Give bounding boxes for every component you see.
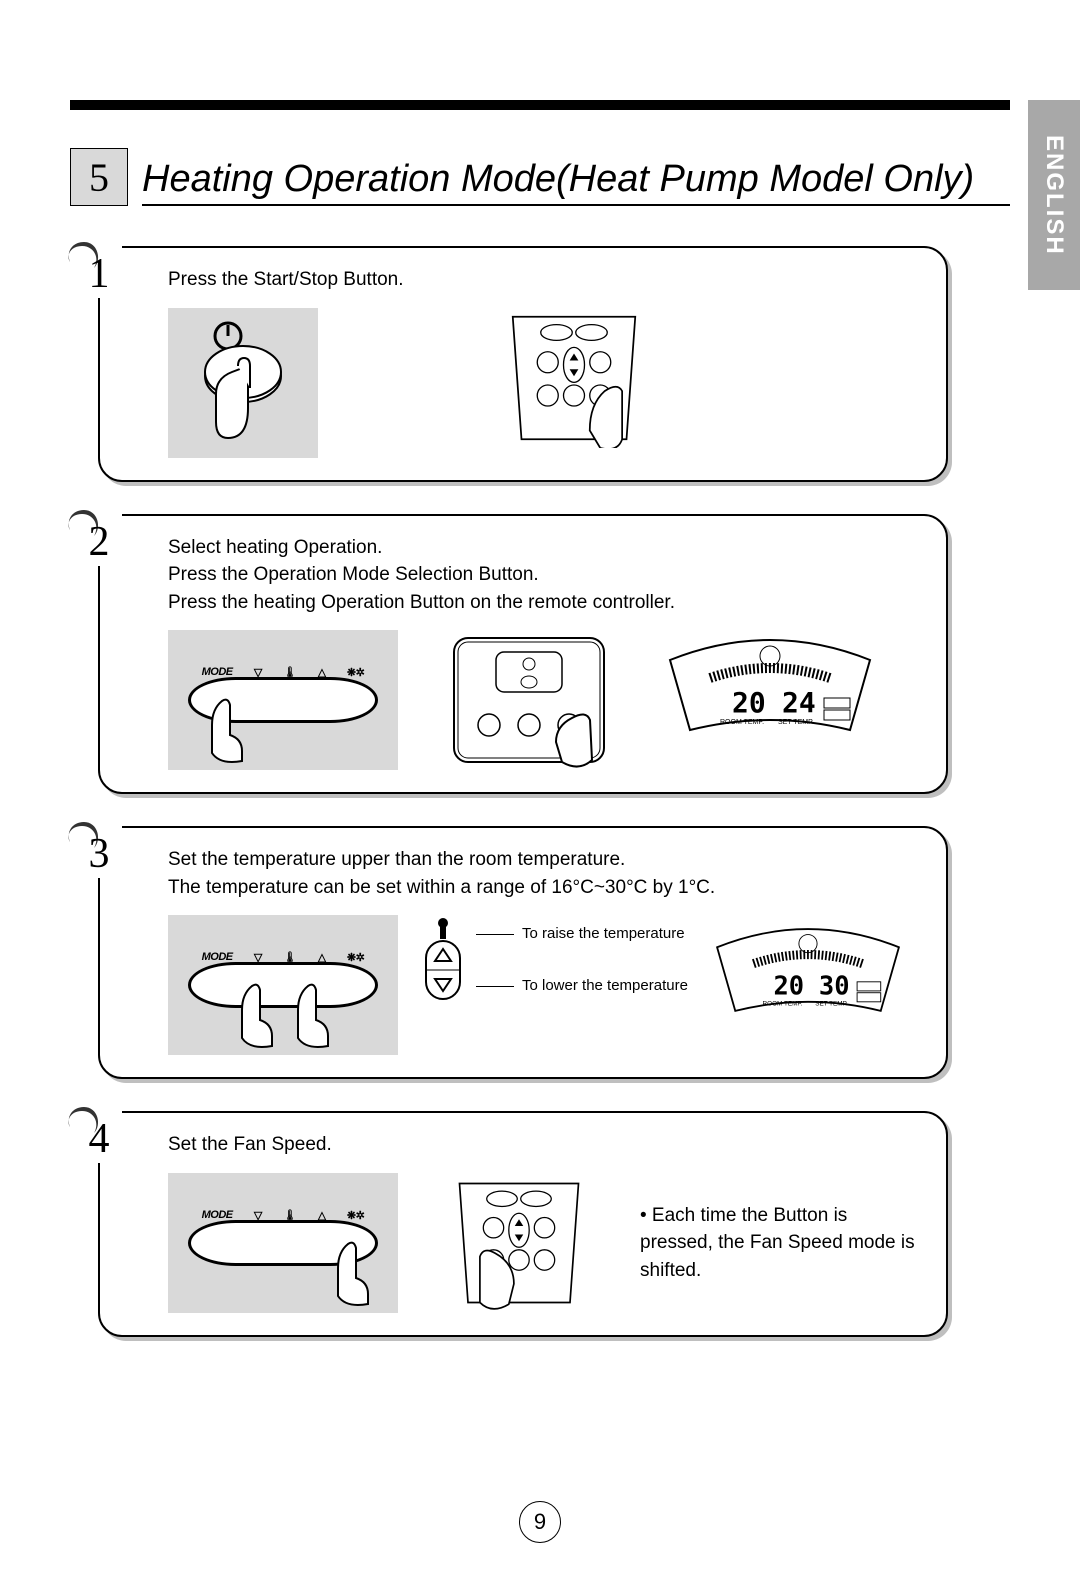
lower-temp-label-row: To lower the temperature bbox=[476, 974, 688, 998]
step-line: Press the Start/Stop Button. bbox=[168, 266, 922, 294]
set-temp-value: 24 bbox=[782, 686, 816, 719]
pointing-hand-icon bbox=[288, 980, 334, 1050]
set-temp-value: 30 bbox=[819, 972, 850, 1002]
dial-mode-label: MODE bbox=[202, 1209, 233, 1222]
step-card-4: 4 Set the Fan Speed. MODE ▽🌡△❋✲ bbox=[98, 1111, 948, 1337]
step-badge: 1 bbox=[66, 242, 122, 298]
room-temp-value: 20 bbox=[732, 686, 766, 719]
power-button-press-icon bbox=[188, 318, 298, 448]
manual-page: 5 Heating Operation Mode(Heat Pump Model… bbox=[70, 100, 1010, 1369]
lcd-display-icon: 20 24 ROOM TEMP. SET TEMP. bbox=[660, 630, 880, 740]
dial-mode-label: MODE bbox=[202, 951, 233, 964]
mode-dial: MODE ▽🌡△❋✲ bbox=[188, 962, 378, 1008]
room-temp-value: 20 bbox=[773, 972, 804, 1002]
lcd-display-icon: 20 30 ROOM TEMP. SET TEMP. bbox=[708, 915, 908, 1025]
step-line: Press the heating Operation Button on th… bbox=[168, 589, 922, 617]
remote-illustration bbox=[434, 1173, 604, 1313]
step-text: Set the temperature upper than the room … bbox=[168, 846, 922, 901]
temp-control-group: To raise the temperature To lower the te… bbox=[418, 915, 688, 1005]
temp-labels: To raise the temperature To lower the te… bbox=[476, 922, 688, 998]
raise-label: To raise the temperature bbox=[522, 922, 685, 946]
dial-ticks: MODE ▽🌡△❋✲ bbox=[191, 951, 375, 964]
dial-mode-label: MODE bbox=[202, 666, 233, 679]
remote-illustration bbox=[474, 308, 674, 448]
step-card-1: 1 Press the Start/Stop Button. bbox=[98, 246, 948, 482]
pointing-hand-icon bbox=[202, 695, 248, 765]
leader-line bbox=[476, 986, 514, 987]
title-underline bbox=[142, 204, 1010, 206]
step-number: 4 bbox=[89, 1115, 110, 1163]
dial-panel: MODE ▽🌡△❋✲ bbox=[168, 630, 398, 770]
language-label: ENGLISH bbox=[1040, 135, 1068, 256]
step-card-2: 2 Select heating Operation. Press the Op… bbox=[98, 514, 948, 795]
up-down-buttons bbox=[418, 915, 468, 1005]
dial-panel bbox=[168, 308, 318, 458]
illustration-row: MODE ▽🌡△❋✲ bbox=[168, 630, 922, 770]
step-line: Press the Operation Mode Selection Butto… bbox=[168, 561, 922, 589]
top-rule bbox=[70, 100, 1010, 110]
illustration-row: MODE ▽🌡△❋✲ bbox=[168, 915, 922, 1055]
step-text: Set the Fan Speed. bbox=[168, 1131, 922, 1159]
fan-speed-note: • Each time the Button is pressed, the F… bbox=[640, 1202, 920, 1285]
step-number: 1 bbox=[89, 250, 110, 298]
step-text: Press the Start/Stop Button. bbox=[168, 266, 922, 294]
pointing-hand-icon bbox=[232, 980, 278, 1050]
section-number: 5 bbox=[89, 154, 109, 201]
page-number-circle: 9 bbox=[519, 1501, 561, 1543]
step-card-3: 3 Set the temperature upper than the roo… bbox=[98, 826, 948, 1079]
language-tab: ENGLISH bbox=[1028, 100, 1080, 290]
step-line: The temperature can be set within a rang… bbox=[168, 874, 922, 902]
step-badge: 3 bbox=[66, 822, 122, 878]
dial-panel: MODE ▽🌡△❋✲ bbox=[168, 1173, 398, 1313]
remote-illustration bbox=[434, 630, 624, 770]
step-line: Set the temperature upper than the room … bbox=[168, 846, 922, 874]
section-number-box: 5 bbox=[70, 148, 128, 206]
step-number: 3 bbox=[89, 830, 110, 878]
set-temp-label: SET TEMP. bbox=[815, 1001, 848, 1008]
remote-press-icon bbox=[434, 630, 624, 770]
dial-ticks: MODE ▽🌡△❋✲ bbox=[191, 1209, 375, 1222]
room-temp-label: ROOM TEMP. bbox=[720, 719, 764, 726]
remote-press-icon bbox=[434, 1173, 604, 1313]
dial-panel: MODE ▽🌡△❋✲ bbox=[168, 915, 398, 1055]
section-header: 5 Heating Operation Mode(Heat Pump Model… bbox=[70, 148, 1010, 206]
illustration-row bbox=[168, 308, 922, 458]
pointing-hand-icon bbox=[328, 1238, 374, 1308]
step-badge: 2 bbox=[66, 510, 122, 566]
step-badge: 4 bbox=[66, 1107, 122, 1163]
display-illustration: 20 24 ROOM TEMP. SET TEMP. bbox=[660, 630, 880, 740]
illustration-row: MODE ▽🌡△❋✲ bbox=[168, 1173, 922, 1313]
set-temp-label: SET TEMP. bbox=[778, 719, 814, 726]
dial-ticks: MODE ▽🌡△❋✲ bbox=[191, 666, 375, 679]
step-number: 2 bbox=[89, 518, 110, 566]
section-title-wrap: Heating Operation Mode(Heat Pump Model O… bbox=[142, 148, 1010, 206]
room-temp-label: ROOM TEMP. bbox=[762, 1001, 802, 1008]
raise-temp-label-row: To raise the temperature bbox=[476, 922, 688, 946]
remote-press-icon bbox=[474, 308, 674, 448]
display-illustration: 20 30 ROOM TEMP. SET TEMP. bbox=[708, 915, 908, 1025]
section-title: Heating Operation Mode(Heat Pump Model O… bbox=[142, 160, 1010, 204]
leader-line bbox=[476, 934, 514, 935]
step-text: Select heating Operation. Press the Oper… bbox=[168, 534, 922, 617]
step-line: Select heating Operation. bbox=[168, 534, 922, 562]
lower-label: To lower the temperature bbox=[522, 974, 688, 998]
page-number: 9 bbox=[534, 1509, 546, 1535]
step-line: Set the Fan Speed. bbox=[168, 1131, 922, 1159]
